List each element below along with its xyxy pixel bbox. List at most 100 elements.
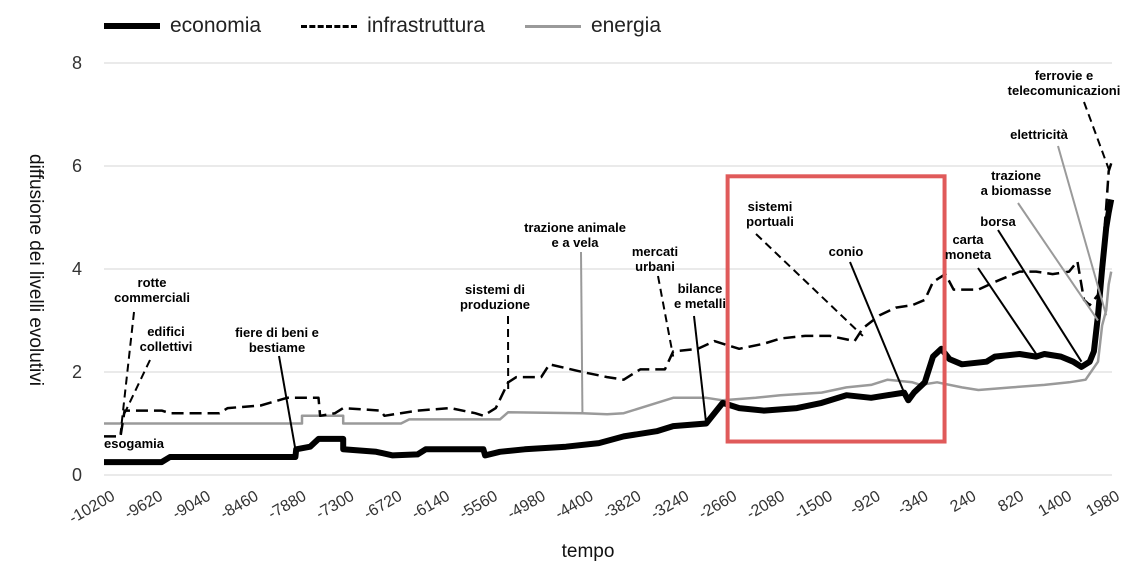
legend-label-infrastruttura: infrastruttura <box>367 14 485 37</box>
annotation-label: mercati urbani <box>632 244 678 274</box>
annotation-lines <box>119 101 1111 450</box>
annotation-leader-line <box>657 275 675 357</box>
x-tick-label: 820 <box>995 488 1027 516</box>
annotation-label: borsa <box>980 214 1016 229</box>
annotation-label-line: a biomasse <box>981 183 1052 198</box>
annotation-label-line: moneta <box>945 247 992 262</box>
x-tick-label: -4400 <box>552 488 596 523</box>
annotation-leader-line <box>123 359 151 414</box>
legend-label-energia: energia <box>590 14 662 37</box>
annotation-label-line: e a vela <box>552 235 600 250</box>
legend-label-economia: economia <box>170 14 262 37</box>
y-tick-label: 6 <box>72 156 82 176</box>
x-tick-label: -10200 <box>66 488 118 528</box>
chart-legend: economia infrastruttura energia <box>104 14 661 38</box>
annotation-label-line: collettivi <box>140 339 193 354</box>
x-tick-label: -1500 <box>792 488 836 523</box>
annotation-leader-line <box>278 355 297 450</box>
annotation-label-line: elettricità <box>1010 127 1069 142</box>
annotation-label-line: ferrovie e <box>1035 68 1094 83</box>
annotation-label-line: commerciali <box>114 290 190 305</box>
annotation-label: ferrovie e telecomunicazioni <box>1008 68 1121 98</box>
annotation-label: conio <box>829 244 864 259</box>
legend-swatch-energia <box>524 24 581 28</box>
x-tick-label: -9620 <box>122 488 166 523</box>
x-tick-label: 240 <box>948 488 980 516</box>
annotation-label-line: e metalli <box>674 296 726 311</box>
annotation-leader-line <box>580 251 584 414</box>
y-tick-label: 4 <box>72 259 82 279</box>
y-tick-label: 2 <box>72 362 82 382</box>
annotation-label: rotte commerciali <box>114 275 190 305</box>
x-tick-label: -5560 <box>457 488 501 523</box>
annotation-label-line: esogamia <box>104 436 165 451</box>
x-tick-label: -340 <box>895 488 931 519</box>
annotation-label-line: trazione <box>991 168 1041 183</box>
annotation-leader-line <box>693 315 708 424</box>
annotation-label: sistemi portuali <box>746 199 794 229</box>
x-tick-label: -3820 <box>600 488 644 523</box>
annotation-labels: esogamia rotte commerciali edifici collettiv… <box>104 68 1120 451</box>
annotation-leader-line <box>977 267 1037 355</box>
x-tick-label: -6720 <box>361 488 405 523</box>
legend-item-energia: energia <box>524 14 662 38</box>
annotation-label-line: carta <box>952 232 984 247</box>
legend-item-infrastruttura: infrastruttura <box>301 14 485 38</box>
x-tick-label: -6140 <box>409 488 453 523</box>
series-line-infrastruttura <box>104 163 1113 438</box>
axis-titles: tempo diffusione dei livelli evolutivi <box>25 154 614 562</box>
annotation-leader-line <box>1057 145 1108 316</box>
x-tick-label: -920 <box>847 488 883 519</box>
annotation-label: sistemi di produzione <box>460 282 530 312</box>
y-tick-label: 0 <box>72 465 82 485</box>
annotation-leader-line <box>755 233 864 337</box>
annotation-leader-line <box>119 311 135 434</box>
annotation-label-line: sistemi <box>748 199 793 214</box>
x-tick-label: -2660 <box>696 488 740 523</box>
annotation-label-line: rotte <box>138 275 167 290</box>
annotation-leader-line <box>849 261 906 393</box>
y-axis-title: diffusione dei livelli evolutivi <box>25 154 46 386</box>
annotation-leader-line <box>997 229 1083 363</box>
annotation-label: trazione animale e a vela <box>524 220 626 250</box>
series-line-economia <box>104 198 1115 466</box>
annotation-label: fiere di beni e bestiame <box>235 325 319 355</box>
series-lines <box>104 163 1115 466</box>
x-tick-label: -4980 <box>505 488 549 523</box>
series-line-energia <box>104 271 1113 425</box>
annotation-label-line: portuali <box>746 214 794 229</box>
annotation-label: elettricità <box>1010 127 1069 142</box>
x-axis-title: tempo <box>562 541 615 562</box>
annotation-label: trazione a biomasse <box>981 168 1052 198</box>
y-tick-label: 8 <box>72 53 82 73</box>
x-tick-label: 1400 <box>1036 488 1075 521</box>
annotation-label-line: mercati <box>632 244 678 259</box>
legend-swatch-infrastruttura <box>301 24 358 28</box>
annotation-label: edifici collettivi <box>140 324 193 354</box>
annotation-label-line: trazione animale <box>524 220 626 235</box>
annotation-label-line: bilance <box>678 281 723 296</box>
x-tick-label: -7880 <box>265 488 309 523</box>
annotation-label-line: urbani <box>635 259 675 274</box>
x-tick-label: -8460 <box>218 488 262 523</box>
x-tick-label: 1980 <box>1083 488 1122 521</box>
annotation-label-line: edifici <box>147 324 185 339</box>
legend-swatch-economia <box>104 23 160 29</box>
legend-item-economia: economia <box>104 14 261 38</box>
highlight-box <box>725 174 947 444</box>
annotation-leader-line <box>1083 101 1111 172</box>
annotation-label-line: telecomunicazioni <box>1008 83 1121 98</box>
annotation-label-line: sistemi di <box>465 282 525 297</box>
annotation-label-line: fiere di beni e <box>235 325 319 340</box>
x-tick-label: -9040 <box>170 488 214 523</box>
annotation-label: esogamia <box>104 436 165 451</box>
x-tick-label: -3240 <box>648 488 692 523</box>
x-tick-label: -2080 <box>744 488 788 523</box>
x-tick-label: -7300 <box>313 488 357 523</box>
annotation-label-line: produzione <box>460 297 530 312</box>
annotation-label-line: bestiame <box>249 340 305 355</box>
annotation-label-line: borsa <box>980 214 1016 229</box>
annotation-label: bilance e metalli <box>674 281 726 311</box>
annotation-leader-line <box>1017 202 1099 322</box>
